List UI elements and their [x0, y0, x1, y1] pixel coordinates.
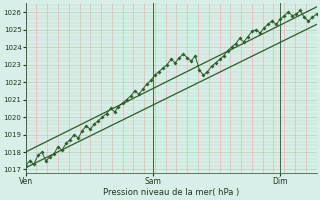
X-axis label: Pression niveau de la mer( hPa ): Pression niveau de la mer( hPa )	[103, 188, 239, 197]
